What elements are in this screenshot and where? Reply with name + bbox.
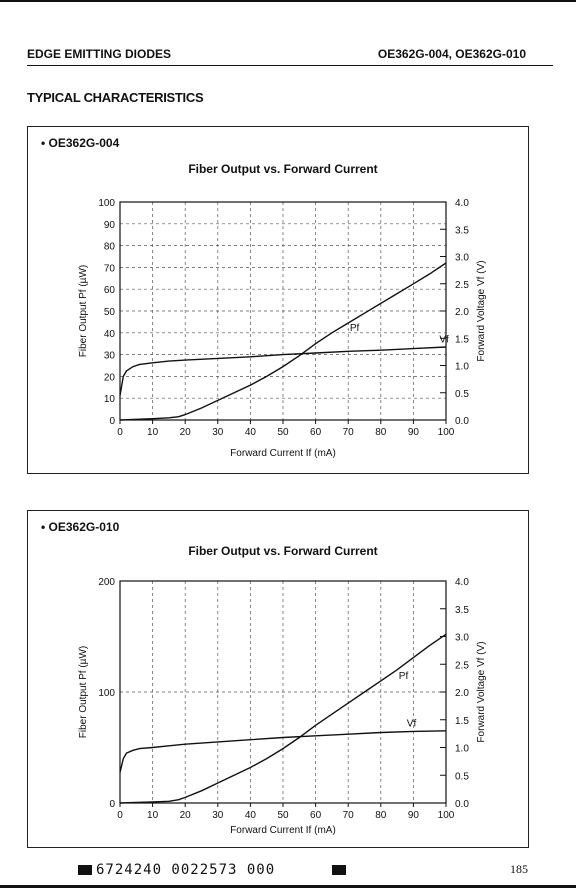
y2-tick-label: 0.0 [455,416,469,427]
x-tick-label: 50 [277,427,289,438]
x-tick-label: 70 [343,427,355,438]
chart-svg-004: Fiber Output vs. Forward Current 0 10 20 30 4… [78,162,487,459]
y2-tick-label: 2.5 [455,280,469,291]
y2-tick-label: 3.0 [455,633,469,644]
series-label-vf: Vf [407,719,417,730]
section-title: TYPICAL CHARACTERISTICS [27,90,204,105]
y2-tick-label: 2.0 [455,307,469,318]
y-tick-label: 50 [104,307,116,318]
y-axis-label: Fiber Output Pf (µW) [78,646,89,738]
y2-tick-label: 1.5 [455,716,469,727]
x-tick-label: 10 [147,427,159,438]
y2-tick-label: 1.0 [455,362,469,373]
y2-tick-label: 2.0 [455,688,469,699]
y2-axis-label: Forward Voltage Vf (V) [476,641,487,742]
chart-title: Fiber Output vs. Forward Current [188,162,377,176]
x-tick-label: 80 [375,810,387,821]
x-tick-label: 60 [310,427,322,438]
y-tick-label: 10 [104,394,116,405]
y-tick-label: 0 [109,799,115,810]
bottom-rule [0,885,576,888]
y2-tick-label: 3.5 [455,605,469,616]
y-tick-label: 60 [104,285,116,296]
top-rule [0,0,576,2]
chart-panel-010: • OE362G-010 Fiber Output vs. Forward Cu… [27,510,529,848]
y-tick-label: 70 [104,263,116,274]
x-axis-label: Forward Current If (mA) [230,448,336,459]
y2-tick-label: 1.0 [455,744,469,755]
y2-axis-label: Forward Voltage Vf (V) [476,260,487,361]
x-tick-label: 70 [343,810,355,821]
series-label-pf: Pf [399,671,409,682]
x-tick-label: 0 [117,427,123,438]
x-tick-label: 30 [212,427,224,438]
x-tick-label: 30 [212,810,224,821]
y2-tick-label: 0.0 [455,799,469,810]
series-line-vf [119,346,447,396]
x-tick-label: 80 [375,427,387,438]
chart-title: Fiber Output vs. Forward Current [188,544,377,558]
y2-tick-label: 2.5 [455,660,469,671]
barcode-block-right [332,865,346,875]
page-number: 185 [510,862,528,876]
footer-code: 6724240 0022573 000 [96,862,276,878]
y-tick-label: 80 [104,242,116,253]
header-right: OE362G-004, OE362G-010 [377,47,526,61]
panel-label: • OE362G-010 [41,520,120,534]
x-tick-label: 60 [310,810,322,821]
x-tick-label: 100 [438,810,455,821]
series-line-vf [119,730,447,773]
header-left: EDGE EMITTING DIODES [27,47,172,61]
y-tick-label: 200 [98,577,115,588]
y2-tick-label: 0.5 [455,389,469,400]
y2-tick-label: 4.0 [455,577,469,588]
series-label-pf: Pf [350,323,360,334]
series-line-pf [119,262,447,421]
y-tick-label: 100 [98,198,115,209]
y2-tick-label: 4.0 [455,198,469,209]
y-tick-label: 20 [104,372,116,383]
chart-panel-004: • OE362G-004 Fiber Output vs. Forward Cu… [27,126,529,474]
y2-tick-label: 0.5 [455,771,469,782]
y-tick-label: 40 [104,329,116,340]
barcode-block-left [78,865,92,875]
header-rule [27,65,553,66]
x-tick-label: 40 [245,427,257,438]
panel-label: • OE362G-004 [41,136,120,150]
x-tick-label: 100 [438,427,455,438]
x-tick-label: 90 [408,810,420,821]
chart-svg-010: Fiber Output vs. Forward Current 0 10 20 30 4… [78,544,487,836]
x-tick-label: 20 [180,427,192,438]
y2-tick-label: 3.0 [455,253,469,264]
x-tick-label: 90 [408,427,420,438]
y-tick-label: 0 [109,416,115,427]
series-label-vf: Vf [439,335,449,346]
x-tick-label: 50 [277,810,289,821]
y-axis-label: Fiber Output Pf (µW) [78,265,89,357]
x-axis-label: Forward Current If (mA) [230,825,336,836]
x-tick-label: 20 [180,810,192,821]
series-line-pf [119,633,447,804]
y-tick-label: 90 [104,220,116,231]
x-tick-label: 10 [147,810,159,821]
x-tick-label: 0 [117,810,123,821]
x-tick-label: 40 [245,810,257,821]
y-tick-label: 30 [104,351,116,362]
y-tick-label: 100 [98,688,115,699]
y2-tick-label: 1.5 [455,334,469,345]
y2-tick-label: 3.5 [455,225,469,236]
